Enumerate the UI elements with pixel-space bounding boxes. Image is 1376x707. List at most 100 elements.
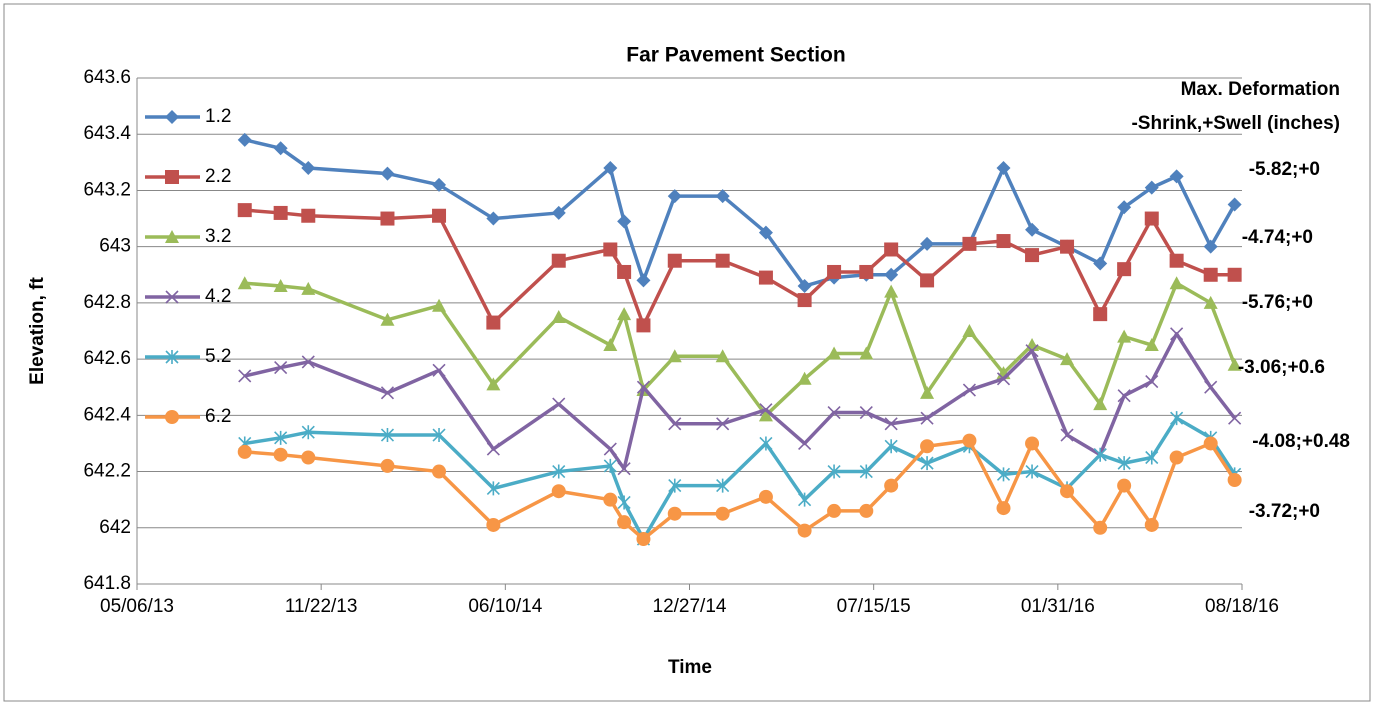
series-line [244, 138, 1237, 288]
marker [603, 492, 618, 507]
marker [797, 279, 812, 294]
series [237, 276, 1242, 422]
annotation: -4.08;+0.48 [1252, 431, 1350, 452]
marker [1025, 464, 1039, 479]
marker [603, 242, 618, 257]
marker [1093, 447, 1107, 462]
marker [1203, 436, 1218, 451]
marker [859, 264, 874, 279]
marker [715, 253, 730, 268]
marker [273, 279, 288, 293]
marker [1060, 484, 1075, 499]
marker [165, 350, 179, 364]
marker [859, 503, 874, 518]
marker [859, 346, 874, 360]
marker [551, 309, 566, 323]
series-line [244, 416, 1237, 541]
marker [273, 205, 288, 220]
chart-title: Far Pavement Section [626, 44, 845, 67]
y-tick-label: 641.8 [83, 573, 131, 594]
marker [1093, 307, 1108, 322]
x-tick-label: 06/10/14 [468, 596, 542, 617]
annotation: Max. Deformation [1181, 79, 1340, 100]
y-tick-label: 643.6 [83, 67, 131, 88]
marker [617, 264, 632, 279]
marker [668, 417, 682, 431]
marker [432, 363, 446, 377]
marker [165, 410, 179, 424]
marker [667, 189, 682, 204]
marker [827, 346, 842, 360]
marker [1117, 456, 1131, 471]
series-line [244, 208, 1235, 328]
marker [551, 253, 566, 268]
marker [486, 211, 501, 226]
marker [1093, 256, 1108, 271]
marker [920, 456, 934, 471]
annotation: -5.76;+0 [1242, 292, 1313, 313]
marker [1025, 436, 1040, 451]
marker [301, 450, 316, 465]
marker [667, 506, 682, 521]
marker [274, 360, 288, 375]
x-tick-label: 01/31/16 [1021, 596, 1095, 617]
marker [301, 160, 316, 175]
marker [1169, 450, 1184, 465]
marker [165, 230, 179, 243]
marker [273, 141, 288, 156]
marker [380, 211, 395, 226]
marker [668, 478, 682, 493]
series [237, 433, 1242, 547]
marker [617, 462, 631, 476]
marker [636, 273, 651, 288]
marker [603, 160, 618, 175]
marker [617, 515, 632, 530]
marker [758, 270, 773, 285]
marker [1117, 389, 1131, 403]
marker [237, 132, 252, 147]
marker [380, 312, 395, 326]
marker [962, 324, 977, 337]
marker [1169, 169, 1184, 184]
marker [380, 166, 395, 181]
marker [797, 293, 812, 308]
marker [962, 433, 977, 448]
marker [1145, 450, 1159, 465]
legend-item: 2.2 [145, 166, 231, 187]
x-tick-label: 11/22/13 [285, 596, 358, 617]
marker [920, 385, 935, 399]
marker [432, 298, 447, 312]
marker [920, 236, 935, 251]
marker [301, 208, 316, 223]
marker [617, 214, 632, 229]
marker [617, 307, 632, 321]
marker [996, 160, 1011, 175]
y-tick-label: 643.4 [83, 123, 131, 144]
marker [716, 478, 730, 493]
y-tick-label: 642.2 [83, 461, 131, 482]
annotation: -3.06;+0.6 [1238, 357, 1325, 378]
marker [920, 439, 935, 454]
marker [551, 205, 566, 220]
marker [996, 372, 1011, 386]
marker [551, 484, 566, 499]
y-tick-label: 642 [99, 517, 131, 538]
marker [636, 380, 651, 394]
marker [827, 264, 842, 279]
marker [165, 170, 179, 184]
marker [1227, 357, 1242, 371]
marker [552, 397, 566, 411]
marker [920, 411, 934, 425]
annotation: -3.72;+0 [1249, 501, 1320, 522]
marker [884, 439, 898, 454]
x-tick-label: 05/06/13 [100, 596, 174, 617]
marker [884, 284, 899, 298]
marker [636, 532, 651, 547]
marker [1169, 253, 1184, 268]
marker [486, 517, 501, 532]
marker [798, 436, 812, 451]
marker [827, 464, 841, 479]
marker [1227, 472, 1242, 487]
marker [1203, 267, 1218, 282]
marker [1025, 344, 1039, 358]
